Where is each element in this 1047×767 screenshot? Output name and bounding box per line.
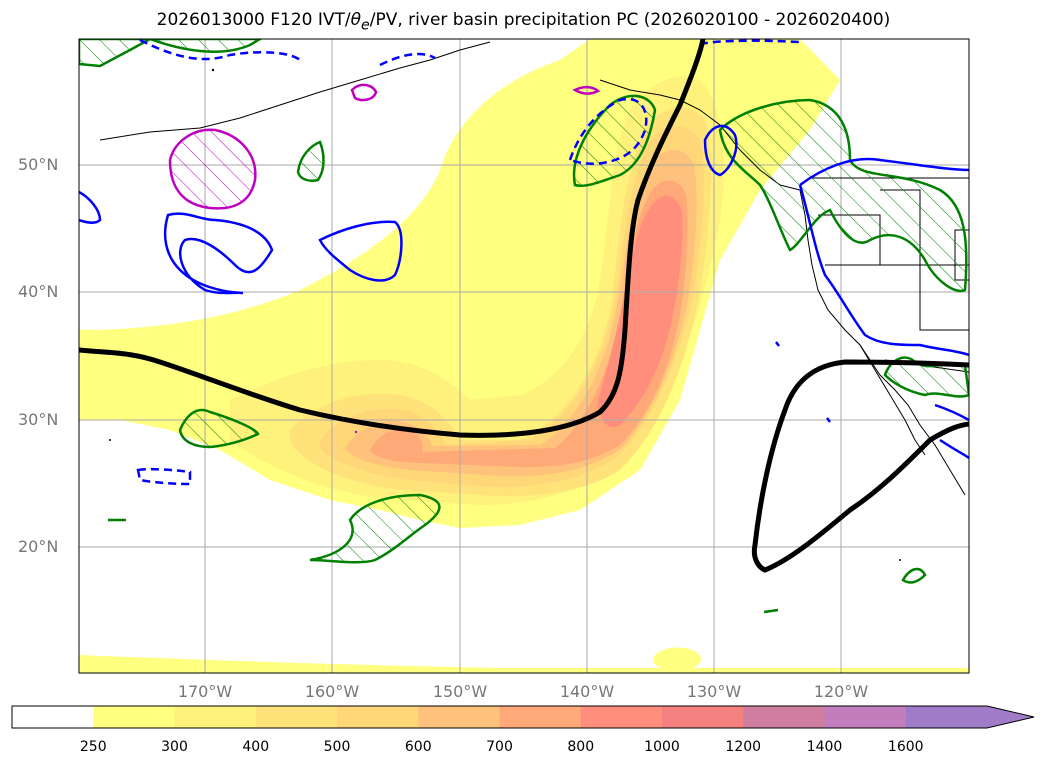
lon-label-140w: 140°W <box>559 682 615 701</box>
pv-dot-1 <box>901 567 927 584</box>
thetae-dash-3 <box>379 52 436 67</box>
thetae-4 <box>703 124 738 177</box>
lat-label-40n: 40°N <box>18 282 59 301</box>
colorbar-label-600: 600 <box>404 739 432 755</box>
colorbar-swatch-1400 <box>824 706 907 728</box>
thetae-2 <box>318 220 403 282</box>
colorbar-swatch-300 <box>174 706 257 728</box>
colorbar-swatch-250 <box>93 706 175 728</box>
map-frame <box>78 38 970 674</box>
thetae-7 <box>934 403 969 422</box>
theta-e-contours <box>79 39 969 486</box>
colorbar-label-400: 400 <box>242 739 270 755</box>
colorbar-label-250: 250 <box>79 739 107 755</box>
ivt-250-south <box>79 655 969 673</box>
pv-north-strip <box>149 39 263 53</box>
thetae-6 <box>798 184 969 357</box>
lat-label-30n: 30°N <box>18 410 59 429</box>
colorbar-swatch-800 <box>580 706 663 728</box>
thetae-1 <box>163 212 274 295</box>
lon-label-150w: 150°W <box>432 682 488 701</box>
thetae-3 <box>79 190 102 224</box>
pv-small-2 <box>178 408 260 449</box>
thetae-5 <box>799 157 969 187</box>
pv-hawaii <box>309 493 441 564</box>
colorbar-label-300: 300 <box>161 739 188 755</box>
colorbar-extend-max <box>987 706 1034 728</box>
pv-gulf-alaska <box>572 94 657 187</box>
lon-label-160w: 160°W <box>304 682 360 701</box>
colorbar-swatch-1000 <box>662 706 744 728</box>
ivt-250-blob <box>653 647 701 671</box>
pv-small-1 <box>296 140 325 182</box>
lat-label-20n: 20°N <box>18 537 59 556</box>
colorbar-label-700: 700 <box>486 739 513 755</box>
colorbar-swatch-600 <box>418 706 500 728</box>
pc-main <box>79 39 706 438</box>
colorbar-label-1400: 1400 <box>806 739 843 755</box>
pv-dot-2 <box>763 608 779 614</box>
precip-pc-contour <box>79 39 969 573</box>
colorbar-label-1600: 1600 <box>887 739 924 755</box>
magenta-contours <box>168 83 601 210</box>
alaska-coast <box>99 41 491 141</box>
pv-mexico <box>883 356 969 398</box>
colorbar-swatch-700 <box>499 706 582 728</box>
colorbar-label-500: 500 <box>323 739 351 755</box>
thetae-dash-5 <box>699 39 801 46</box>
pc-loop <box>751 359 969 573</box>
island-fragments <box>109 68 901 561</box>
colorbar-outline <box>11 705 1035 729</box>
colorbar-swatch-below <box>12 706 94 728</box>
colorbar <box>11 705 1035 729</box>
pv-nw-america <box>718 98 968 293</box>
magenta-2 <box>350 83 378 102</box>
lat-label-50n: 50°N <box>18 155 59 174</box>
thetae-dot-2 <box>826 417 831 423</box>
colorbar-swatches <box>12 706 1034 728</box>
thetae-dash-1 <box>568 97 648 165</box>
pv-nw <box>79 39 151 68</box>
lon-label-120w: 120°W <box>813 682 869 701</box>
colorbar-swatch-1600 <box>905 706 988 728</box>
pv-contours <box>79 39 969 614</box>
chart-title: 2026013000 F120 IVT/θe/PV, river basin p… <box>156 10 891 34</box>
colorbar-label-1200: 1200 <box>725 739 762 755</box>
colorbar-label-800: 800 <box>567 739 595 755</box>
thetae-dash-4 <box>136 467 192 486</box>
lon-label-130w: 130°W <box>686 682 742 701</box>
thetae-dot-1 <box>775 341 780 347</box>
colorbar-swatch-1200 <box>743 706 825 728</box>
thetae-8 <box>939 438 969 460</box>
thetae-dash-2 <box>139 39 301 62</box>
colorbar-swatch-400 <box>255 706 338 728</box>
colorbar-label-1000: 1000 <box>644 739 680 755</box>
magenta-3 <box>572 85 601 95</box>
colorbar-swatch-500 <box>337 706 419 728</box>
lon-label-170w: 170°W <box>177 682 233 701</box>
baja <box>859 344 926 456</box>
magenta-1 <box>168 128 257 210</box>
